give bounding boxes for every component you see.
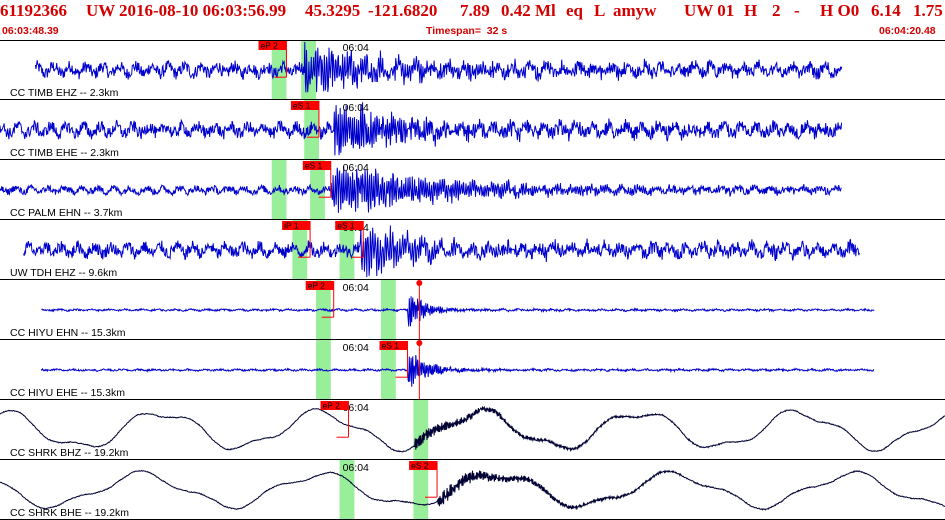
pick-label: eP 2	[308, 281, 326, 291]
time-range-line: 06:03:48.39 Timespan= 32 s 06:04:20.48	[0, 25, 945, 39]
start-time: 06:03:48.39	[2, 25, 59, 37]
channel-label: UW TDH EHZ -- 9.6km	[10, 267, 117, 279]
waveform-trace	[0, 469, 945, 511]
origin-source: UW 01	[684, 1, 735, 20]
h-flag: H	[744, 1, 758, 20]
pick-marker[interactable]	[416, 280, 423, 286]
dash-field: -	[794, 1, 800, 20]
event-type: eq	[566, 1, 583, 20]
event-id: 61192366	[0, 1, 68, 20]
pick-label: eS 1	[305, 161, 323, 171]
phase-window	[339, 460, 355, 520]
network-code: UW	[86, 1, 116, 20]
version-number: 2	[772, 1, 781, 20]
waveform-trace	[40, 354, 875, 387]
channel-label: CC TIMB EHZ -- 2.3km	[10, 87, 119, 99]
pick-label: eS 2	[411, 461, 429, 471]
channel-label: CC TIMB EHE -- 2.3km	[10, 147, 119, 159]
pick-flag[interactable]	[335, 221, 364, 230]
channel-label: CC PALM EHN -- 3.7km	[10, 207, 123, 219]
waveform-trace	[34, 41, 843, 93]
pick-flag[interactable]	[320, 401, 349, 410]
channel-label: CC SHRK BHZ -- 19.2km	[10, 447, 129, 459]
latitude: 45.3295	[305, 1, 361, 20]
event-summary-line: 61192366 UW 2016-08-10 06:03:56.99 45.32…	[0, 1, 945, 25]
trace-row[interactable]: 06:04 eS 1 CC PALM EHN -- 3.7km	[0, 160, 945, 220]
ho-field: H O0	[820, 1, 860, 20]
pick-flag[interactable]	[305, 281, 334, 290]
pick-label: eP 2	[261, 41, 279, 51]
pick-label: eS 1	[337, 221, 355, 231]
timespan-label: Timespan= 32 s	[426, 25, 508, 37]
minute-mark-label: 06:04	[343, 102, 369, 114]
longitude: -121.6820	[368, 1, 438, 20]
header-bar: 61192366 UW 2016-08-10 06:03:56.99 45.32…	[0, 0, 945, 40]
geo-type: L	[594, 1, 606, 20]
author: amyw	[613, 1, 657, 20]
value-1: 6.14	[871, 1, 901, 20]
trace-row[interactable]: 06:04 eP 2 CC HIYU EHN -- 15.3km	[0, 280, 945, 340]
origin-datetime: 2016-08-10 06:03:56.99	[119, 1, 287, 20]
pick-flag[interactable]	[409, 461, 438, 470]
trace-row[interactable]: 06:04 eS 1 CC HIYU EHE -- 15.3km	[0, 340, 945, 400]
waveform-trace	[41, 296, 875, 327]
magnitude: 0.42 Ml	[501, 1, 556, 20]
phase-window	[316, 340, 331, 400]
minute-mark-label: 06:04	[343, 462, 369, 474]
channel-label: CC SHRK BHE -- 19.2km	[10, 507, 129, 519]
value-2: 1.75	[913, 1, 943, 20]
trace-row[interactable]: 06:04 eP 2 CC TIMB EHZ -- 2.3km	[0, 40, 945, 100]
trace-row[interactable]: 06:04 eS 1 CC TIMB EHE -- 2.3km	[0, 100, 945, 160]
channel-label: CC HIYU EHN -- 15.3km	[10, 327, 126, 339]
pick-label: eS 1	[382, 341, 400, 351]
depth: 7.89	[460, 1, 490, 20]
trace-row[interactable]: 06:04iP 1eS 1UW TDH EHZ -- 9.6km	[0, 220, 945, 280]
waveform-trace	[0, 102, 843, 156]
minute-mark-label: 06:04	[343, 402, 369, 414]
minute-mark-label: 06:04	[343, 342, 369, 354]
pick-flag[interactable]	[302, 161, 331, 170]
waveform-trace	[23, 225, 860, 278]
minute-mark-label: 06:04	[343, 282, 369, 294]
channel-label: CC HIYU EHE -- 15.3km	[10, 387, 125, 399]
minute-mark-label: 06:04	[343, 162, 369, 174]
phase-window	[292, 220, 308, 280]
pick-label: iP 1	[284, 221, 299, 231]
minute-mark-label: 06:04	[343, 42, 369, 54]
pick-marker[interactable]	[416, 340, 423, 346]
pick-flag[interactable]	[290, 101, 319, 110]
waveform-trace	[0, 405, 945, 453]
pick-flag[interactable]	[282, 221, 311, 230]
end-time: 06:04:20.48	[879, 25, 936, 37]
trace-row[interactable]: 06:04 eS 2 CC SHRK BHE -- 19.2km	[0, 460, 945, 520]
pick-label: eS 1	[293, 101, 311, 111]
pick-flag[interactable]	[258, 41, 287, 50]
pick-flag[interactable]	[379, 341, 408, 350]
phase-window	[271, 160, 287, 220]
pick-label: eP 2	[323, 401, 341, 411]
waveform-trace	[0, 165, 842, 213]
